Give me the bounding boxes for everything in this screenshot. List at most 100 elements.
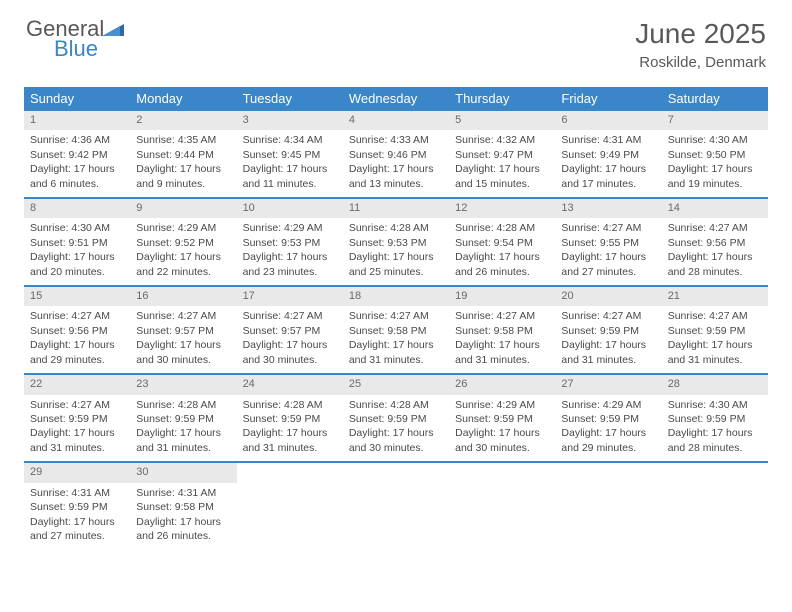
daylight-text: and 17 minutes. (561, 177, 655, 191)
daylight-text: Daylight: 17 hours (243, 426, 337, 440)
sunset-text: Sunset: 9:46 PM (349, 148, 443, 162)
daylight-text: Daylight: 17 hours (136, 250, 230, 264)
daylight-text: and 27 minutes. (561, 265, 655, 279)
sunrise-text: Sunrise: 4:30 AM (668, 133, 762, 147)
calendar-cell: 25Sunrise: 4:28 AMSunset: 9:59 PMDayligh… (343, 375, 449, 461)
day-detail: Sunrise: 4:27 AMSunset: 9:57 PMDaylight:… (130, 306, 236, 373)
day-number: 15 (24, 287, 130, 306)
sunset-text: Sunset: 9:59 PM (349, 412, 443, 426)
day-number: 25 (343, 375, 449, 394)
daylight-text: Daylight: 17 hours (30, 338, 124, 352)
day-detail: Sunrise: 4:30 AMSunset: 9:59 PMDaylight:… (662, 395, 768, 462)
calendar-cell: 5Sunrise: 4:32 AMSunset: 9:47 PMDaylight… (449, 111, 555, 197)
calendar-cell: . (555, 463, 661, 549)
day-number: 8 (24, 199, 130, 218)
daylight-text: Daylight: 17 hours (455, 250, 549, 264)
daylight-text: Daylight: 17 hours (243, 250, 337, 264)
sunrise-text: Sunrise: 4:29 AM (243, 221, 337, 235)
day-detail: Sunrise: 4:28 AMSunset: 9:59 PMDaylight:… (343, 395, 449, 462)
daylight-text: and 26 minutes. (136, 529, 230, 543)
daylight-text: Daylight: 17 hours (243, 338, 337, 352)
daylight-text: and 23 minutes. (243, 265, 337, 279)
sunrise-text: Sunrise: 4:27 AM (668, 309, 762, 323)
daylight-text: Daylight: 17 hours (243, 162, 337, 176)
sunset-text: Sunset: 9:59 PM (243, 412, 337, 426)
sunset-text: Sunset: 9:57 PM (243, 324, 337, 338)
calendar-cell: 19Sunrise: 4:27 AMSunset: 9:58 PMDayligh… (449, 287, 555, 373)
page-title: June 2025 (635, 18, 766, 50)
dayhead-tuesday: Tuesday (237, 87, 343, 111)
daylight-text: and 28 minutes. (668, 441, 762, 455)
sunrise-text: Sunrise: 4:30 AM (30, 221, 124, 235)
daylight-text: and 22 minutes. (136, 265, 230, 279)
daylight-text: and 9 minutes. (136, 177, 230, 191)
daylight-text: and 19 minutes. (668, 177, 762, 191)
calendar-cell: . (449, 463, 555, 549)
day-number: 9 (130, 199, 236, 218)
daylight-text: and 30 minutes. (243, 353, 337, 367)
calendar-cell: 12Sunrise: 4:28 AMSunset: 9:54 PMDayligh… (449, 199, 555, 285)
header: General Blue June 2025 Roskilde, Denmark (0, 0, 792, 81)
day-number: 10 (237, 199, 343, 218)
day-detail: Sunrise: 4:27 AMSunset: 9:59 PMDaylight:… (662, 306, 768, 373)
sunrise-text: Sunrise: 4:27 AM (561, 309, 655, 323)
daylight-text: and 30 minutes. (349, 441, 443, 455)
daylight-text: and 31 minutes. (561, 353, 655, 367)
day-detail: Sunrise: 4:27 AMSunset: 9:59 PMDaylight:… (24, 395, 130, 462)
sunrise-text: Sunrise: 4:28 AM (136, 398, 230, 412)
calendar-cell: 3Sunrise: 4:34 AMSunset: 9:45 PMDaylight… (237, 111, 343, 197)
sunset-text: Sunset: 9:59 PM (30, 500, 124, 514)
day-number: 18 (343, 287, 449, 306)
day-detail: Sunrise: 4:29 AMSunset: 9:52 PMDaylight:… (130, 218, 236, 285)
day-detail: Sunrise: 4:27 AMSunset: 9:59 PMDaylight:… (555, 306, 661, 373)
sunrise-text: Sunrise: 4:27 AM (136, 309, 230, 323)
calendar-cell: 7Sunrise: 4:30 AMSunset: 9:50 PMDaylight… (662, 111, 768, 197)
sunrise-text: Sunrise: 4:30 AM (668, 398, 762, 412)
sunrise-text: Sunrise: 4:28 AM (243, 398, 337, 412)
sunset-text: Sunset: 9:50 PM (668, 148, 762, 162)
sunrise-text: Sunrise: 4:31 AM (136, 486, 230, 500)
daylight-text: Daylight: 17 hours (455, 338, 549, 352)
sunset-text: Sunset: 9:49 PM (561, 148, 655, 162)
daylight-text: and 29 minutes. (30, 353, 124, 367)
calendar-week: 8Sunrise: 4:30 AMSunset: 9:51 PMDaylight… (24, 199, 768, 287)
sunrise-text: Sunrise: 4:29 AM (455, 398, 549, 412)
day-detail: Sunrise: 4:28 AMSunset: 9:59 PMDaylight:… (237, 395, 343, 462)
calendar: Sunday Monday Tuesday Wednesday Thursday… (24, 87, 768, 550)
sunrise-text: Sunrise: 4:32 AM (455, 133, 549, 147)
calendar-cell: . (662, 463, 768, 549)
calendar-cell: 23Sunrise: 4:28 AMSunset: 9:59 PMDayligh… (130, 375, 236, 461)
calendar-cell: 15Sunrise: 4:27 AMSunset: 9:56 PMDayligh… (24, 287, 130, 373)
sunrise-text: Sunrise: 4:27 AM (30, 309, 124, 323)
calendar-cell: . (237, 463, 343, 549)
day-detail: Sunrise: 4:34 AMSunset: 9:45 PMDaylight:… (237, 130, 343, 197)
daylight-text: Daylight: 17 hours (349, 426, 443, 440)
day-number: 7 (662, 111, 768, 130)
sunset-text: Sunset: 9:59 PM (561, 412, 655, 426)
day-number: 30 (130, 463, 236, 482)
sunset-text: Sunset: 9:58 PM (349, 324, 443, 338)
daylight-text: and 30 minutes. (136, 353, 230, 367)
sunrise-text: Sunrise: 4:27 AM (30, 398, 124, 412)
day-number: 16 (130, 287, 236, 306)
day-detail: Sunrise: 4:27 AMSunset: 9:56 PMDaylight:… (24, 306, 130, 373)
day-detail: Sunrise: 4:32 AMSunset: 9:47 PMDaylight:… (449, 130, 555, 197)
calendar-cell: . (343, 463, 449, 549)
daylight-text: and 15 minutes. (455, 177, 549, 191)
daylight-text: and 31 minutes. (668, 353, 762, 367)
day-detail: Sunrise: 4:27 AMSunset: 9:56 PMDaylight:… (662, 218, 768, 285)
calendar-cell: 9Sunrise: 4:29 AMSunset: 9:52 PMDaylight… (130, 199, 236, 285)
day-number: 14 (662, 199, 768, 218)
day-detail: Sunrise: 4:36 AMSunset: 9:42 PMDaylight:… (24, 130, 130, 197)
sunset-text: Sunset: 9:59 PM (455, 412, 549, 426)
title-block: June 2025 Roskilde, Denmark (635, 18, 766, 71)
sunset-text: Sunset: 9:56 PM (668, 236, 762, 250)
daylight-text: and 26 minutes. (455, 265, 549, 279)
day-number: 5 (449, 111, 555, 130)
calendar-cell: 14Sunrise: 4:27 AMSunset: 9:56 PMDayligh… (662, 199, 768, 285)
dayhead-saturday: Saturday (662, 87, 768, 111)
sunset-text: Sunset: 9:44 PM (136, 148, 230, 162)
calendar-cell: 1Sunrise: 4:36 AMSunset: 9:42 PMDaylight… (24, 111, 130, 197)
daylight-text: and 30 minutes. (455, 441, 549, 455)
sunset-text: Sunset: 9:55 PM (561, 236, 655, 250)
